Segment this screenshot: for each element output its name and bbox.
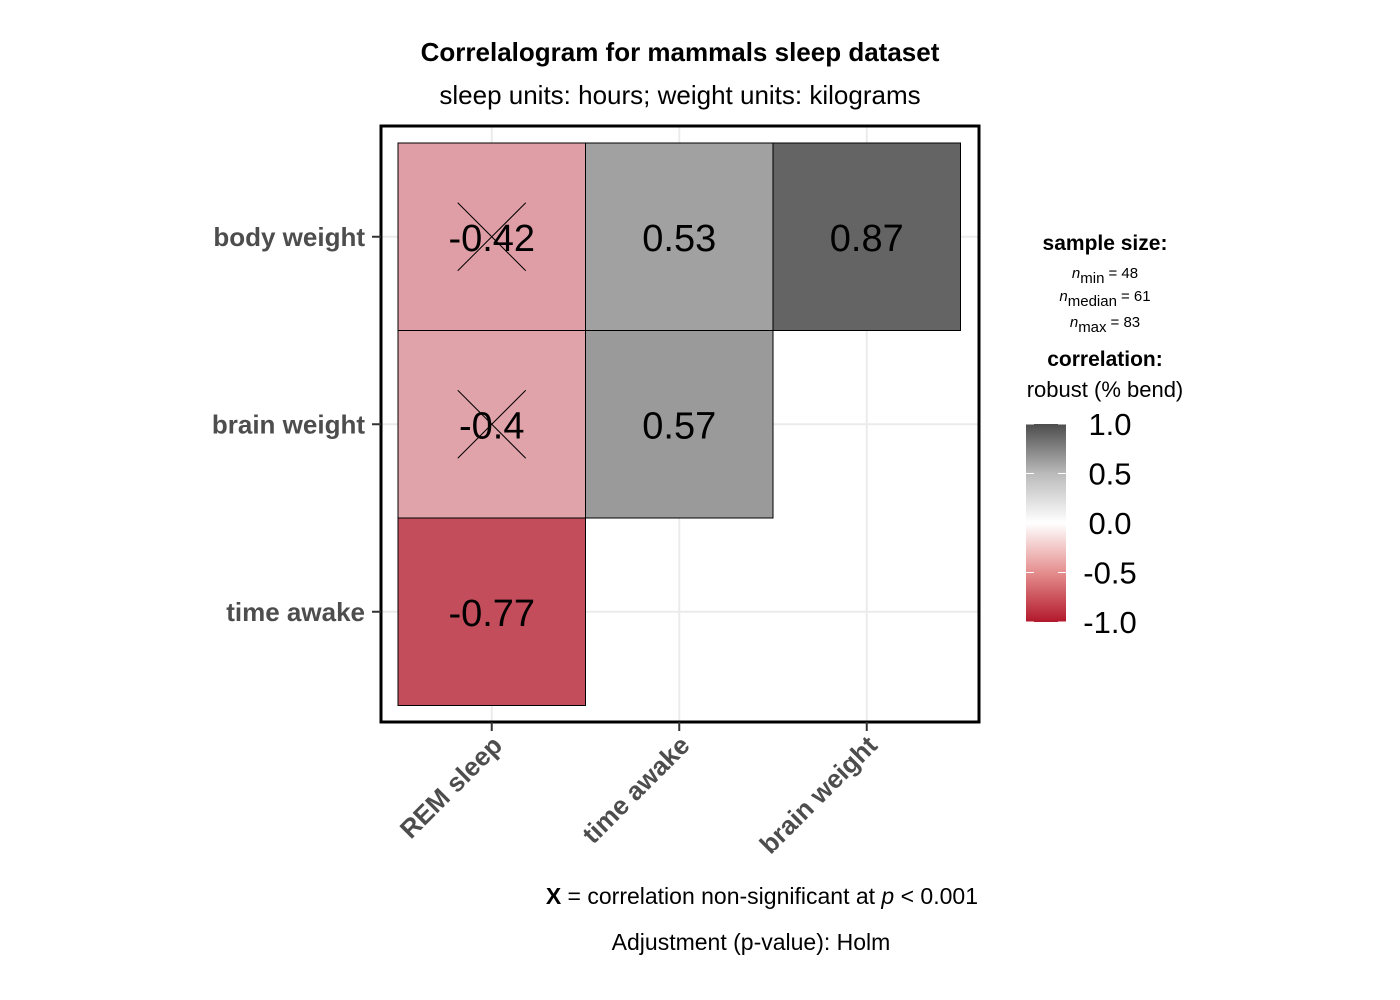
cell-value-label: 0.87 xyxy=(830,218,904,260)
cell-value-label: 0.57 xyxy=(642,405,716,447)
x-axis: REM sleep time awake brain weight xyxy=(394,722,883,860)
n-min-label: nmin = 48 xyxy=(1072,265,1138,287)
correlation-cells: -0.42 0.53 0.87 -0.4 0.57 -0.77 xyxy=(397,142,961,706)
legend: sample size: nmin = 48 nmedian = 61 nmax = … xyxy=(1026,232,1183,640)
colorbar-tick-label: 0.0 xyxy=(1088,506,1131,541)
cell-time-awake-body-weight: 0.53 xyxy=(585,142,774,331)
n-max-label: nmax = 83 xyxy=(1070,314,1140,336)
cell-value-label: 0.53 xyxy=(642,218,716,260)
cell-tile xyxy=(772,142,961,331)
colorbar-tick-label: 0.5 xyxy=(1088,457,1131,492)
non-significant-cross xyxy=(457,389,527,459)
colorbar-tick-label: -0.5 xyxy=(1083,556,1136,591)
cell-tile xyxy=(397,517,586,706)
x-tick-label: time awake xyxy=(576,730,695,849)
y-tick-label: brain weight xyxy=(212,409,365,439)
y-tick-label: time awake xyxy=(226,597,365,627)
caption-significance: X = correlation non-significant at p < 0… xyxy=(546,883,978,909)
cell-rem-sleep-time-awake: -0.77 xyxy=(397,517,586,706)
cell-value-label: -0.4 xyxy=(459,405,524,447)
x-tick-label: brain weight xyxy=(754,730,884,860)
sample-size-title: sample size: xyxy=(1043,232,1168,255)
cell-tile xyxy=(585,142,774,331)
cell-time-awake-brain-weight: 0.57 xyxy=(585,330,774,519)
cell-brain-weight-body-weight: 0.87 xyxy=(772,142,961,331)
correlation-title: correlation: xyxy=(1047,348,1163,371)
chart-subtitle: sleep units: hours; weight units: kilogr… xyxy=(439,80,920,110)
y-axis: body weight brain weight time awake xyxy=(212,222,381,627)
cell-value-label: -0.42 xyxy=(448,218,535,260)
cell-tile xyxy=(585,330,774,519)
colorbar-tick-label: -1.0 xyxy=(1083,605,1136,640)
caption-adjustment: Adjustment (p-value): Holm xyxy=(612,929,891,955)
x-tick-label: REM sleep xyxy=(394,730,508,844)
chart-title: Correlalogram for mammals sleep dataset xyxy=(421,37,940,67)
cell-rem-sleep-body-weight: -0.42 xyxy=(397,142,586,331)
cell-value-label: -0.77 xyxy=(448,593,535,635)
non-significant-cross xyxy=(457,202,527,272)
y-tick-label: body weight xyxy=(213,222,365,252)
cell-rem-sleep-brain-weight: -0.4 xyxy=(397,330,586,519)
colorbar-tick-label: 1.0 xyxy=(1088,407,1131,442)
correlation-type: robust (% bend) xyxy=(1027,377,1184,402)
n-median-label: nmedian = 61 xyxy=(1059,288,1150,310)
